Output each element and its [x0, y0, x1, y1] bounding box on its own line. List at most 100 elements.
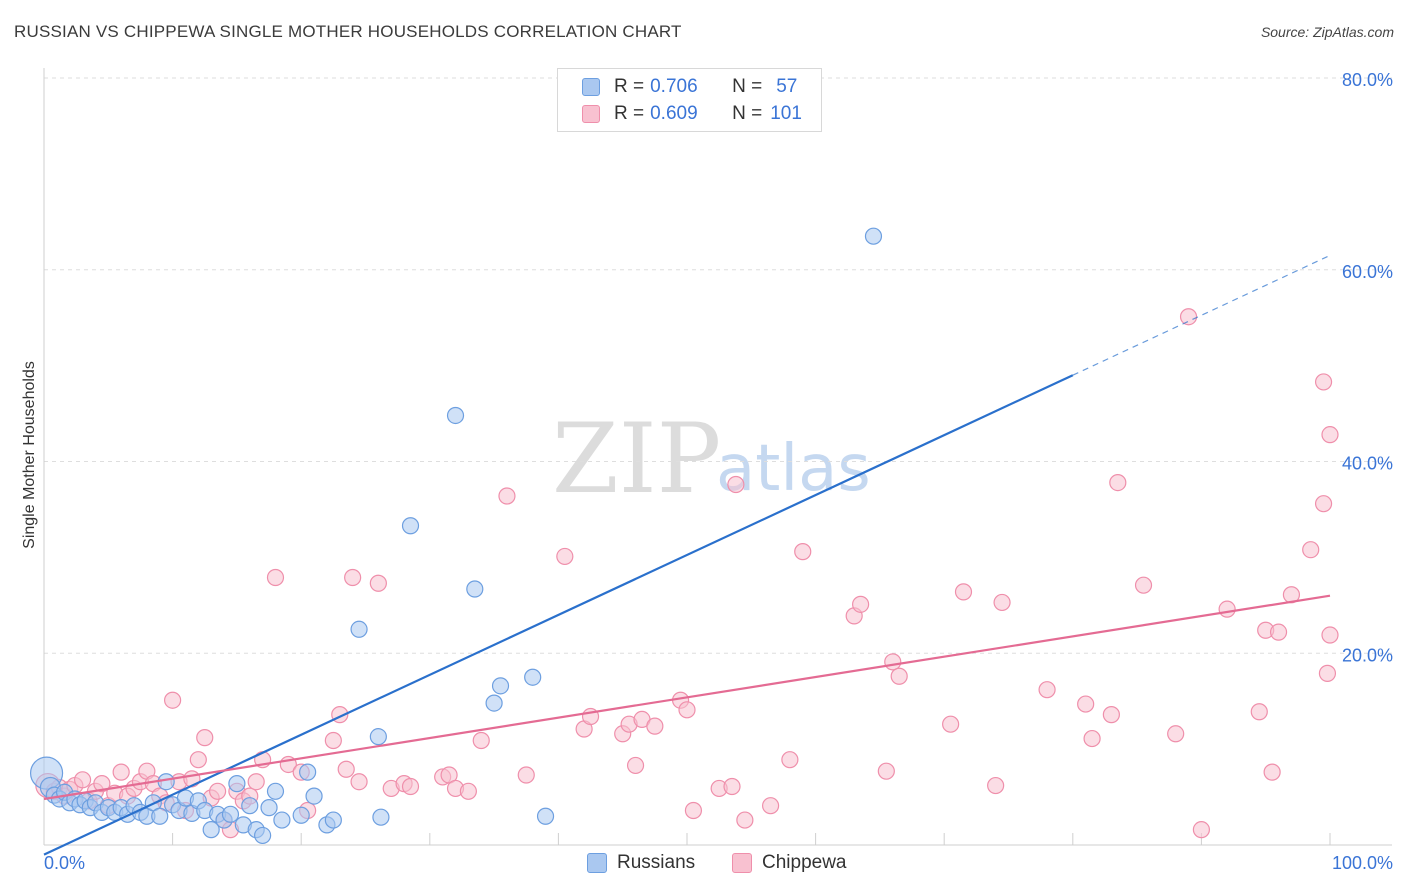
russians-point	[491, 677, 510, 695]
r-label: R =	[614, 76, 645, 97]
chippewa-point	[727, 475, 745, 494]
russians-point	[299, 763, 317, 781]
chippewa-point	[266, 568, 285, 587]
grid	[44, 77, 1392, 654]
russians-point	[536, 807, 555, 825]
watermark-atlas: atlas	[716, 432, 871, 506]
chippewa-swatch	[582, 105, 600, 123]
russians-point	[221, 805, 240, 823]
chippewa-point	[723, 777, 741, 796]
chippewa-point	[1321, 626, 1339, 644]
r-label: R =	[614, 103, 645, 124]
russians-point	[202, 821, 220, 839]
chippewa-point	[1038, 681, 1056, 699]
chippewa-point	[1179, 308, 1198, 326]
chippewa-point	[1250, 703, 1268, 721]
chippewa-point	[890, 667, 908, 685]
watermark-zip: ZIP	[552, 403, 721, 515]
chippewa-point	[1269, 623, 1288, 641]
russians-legend-label: Russians	[617, 852, 696, 873]
chippewa-point	[684, 801, 703, 820]
russians-swatch	[582, 78, 600, 96]
chippewa-point	[1321, 426, 1339, 444]
source-label: Source: ZipAtlas.com	[1260, 24, 1394, 40]
axes	[43, 68, 1392, 846]
chippewa-point	[736, 811, 754, 829]
russians-trend-extension	[1072, 254, 1331, 376]
chippewa-point	[954, 583, 973, 601]
chippewa-point	[993, 593, 1011, 612]
chippewa-point	[369, 574, 387, 592]
chippewa-point	[498, 487, 516, 505]
bottom-legend-russians: Russians	[587, 852, 695, 874]
chippewa-point	[1109, 473, 1127, 492]
russians-swatch	[587, 853, 607, 873]
russians-point	[369, 728, 387, 746]
chippewa-point	[1134, 576, 1153, 594]
russians-point	[254, 826, 272, 845]
chippewa-point	[459, 782, 477, 800]
x-tick-label: 0.0%	[44, 853, 85, 873]
russians-n-value: 57	[776, 76, 798, 97]
chippewa-point	[344, 568, 362, 587]
chippewa-point	[1263, 763, 1281, 781]
russians-r-value: 0.706	[650, 76, 698, 97]
russians-trend-line	[43, 374, 1074, 856]
russians-point	[292, 806, 310, 824]
chippewa-swatch	[732, 853, 752, 873]
russians-point	[864, 227, 883, 245]
zipatlas-watermark: ZIP atlas	[552, 403, 871, 515]
chippewa-point	[196, 729, 214, 747]
russians-point	[401, 517, 420, 535]
chippewa-point	[1102, 706, 1120, 724]
chippewa-point	[93, 775, 111, 793]
chippewa-legend-label: Chippewa	[762, 852, 847, 873]
chippewa-point	[1083, 729, 1101, 748]
tick-labels: 20.0% 40.0% 60.0% 80.0% 0.0% 100.0%	[44, 70, 1393, 873]
chippewa-point	[350, 773, 368, 791]
chippewa-point	[781, 751, 799, 769]
y-tick-label: 40.0%	[1342, 454, 1393, 474]
chart-title: RUSSIAN VS CHIPPEWA SINGLE MOTHER HOUSEH…	[14, 22, 682, 41]
y-tick-label: 20.0%	[1342, 645, 1393, 665]
y-tick-label: 60.0%	[1342, 262, 1393, 282]
russians-point	[466, 580, 484, 598]
chippewa-point	[401, 777, 420, 796]
russians-point	[266, 782, 285, 800]
russians-points	[29, 227, 883, 845]
chippewa-point	[942, 715, 960, 733]
chippewa-point	[1192, 821, 1211, 839]
chippewa-point	[626, 756, 645, 775]
chippewa-point	[852, 595, 870, 613]
chippewa-point	[1077, 695, 1095, 713]
chippewa-point	[247, 773, 265, 791]
chippewa-point	[761, 797, 780, 815]
trend-lines	[43, 254, 1331, 856]
chippewa-r-value: 0.609	[650, 103, 698, 124]
russians-point	[350, 620, 368, 638]
russians-point	[446, 406, 465, 425]
chippewa-point	[189, 751, 207, 769]
chippewa-point	[1318, 664, 1337, 682]
chippewa-point	[646, 717, 664, 735]
n-label: N =	[732, 76, 763, 97]
chippewa-points	[35, 308, 1339, 839]
correlation-legend: R = 0.706 N = 57 R = 0.609 N = 101	[557, 68, 822, 132]
russians-point	[228, 775, 246, 793]
russians-point	[485, 694, 503, 712]
chippewa-point	[183, 770, 201, 788]
chippewa-point	[1314, 373, 1333, 391]
russians-point	[241, 797, 259, 815]
chippewa-point	[112, 763, 130, 781]
chippewa-point	[517, 766, 535, 784]
chippewa-point	[556, 547, 574, 566]
russians-point	[273, 811, 291, 829]
russians-point	[157, 773, 175, 791]
russians-point	[524, 668, 542, 686]
chippewa-point	[164, 691, 182, 709]
chippewa-point	[209, 782, 227, 800]
russians-point	[324, 811, 342, 829]
chippewa-point	[1218, 600, 1236, 618]
chippewa-point	[678, 701, 696, 719]
